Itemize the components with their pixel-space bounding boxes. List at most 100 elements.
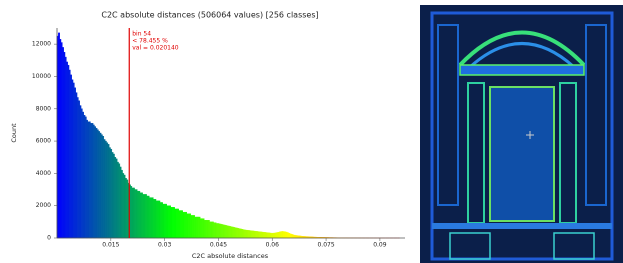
histogram-bar [264,232,265,238]
x-tick-label: 0.075 [317,242,334,249]
histogram-chart: C2C absolute distances (506064 values) [… [0,0,415,263]
histogram-bar [287,233,288,238]
histogram-bar [189,214,190,238]
histogram-bar [185,212,186,238]
histogram-bar [113,154,114,238]
histogram-bar [102,136,103,238]
histogram-bar [238,228,239,238]
histogram-bar [96,128,97,238]
histogram-bar [60,39,61,238]
x-tick-label: 0.09 [373,242,387,249]
histogram-bar [133,188,134,238]
histogram-bar [62,47,63,238]
histogram-bar [224,225,225,238]
histogram-bar [145,194,146,238]
histogram-bar [164,204,165,238]
histogram-bar [172,207,173,238]
histogram-bar [104,139,105,238]
histogram-bar [93,125,94,238]
histogram-bar [203,219,204,238]
histogram-bar [256,231,257,238]
histogram-bar [173,207,174,238]
histogram-bar [64,52,65,238]
histogram-bar [263,232,264,238]
histogram-bar [243,230,244,238]
histogram-bar [148,196,149,238]
cornice [460,65,584,75]
histogram-bar [111,149,112,238]
histogram-bar [160,202,161,238]
histogram-bar [195,217,196,238]
histogram-bar [204,220,205,238]
histogram-bar [218,223,219,238]
histogram-bar [159,201,160,238]
histogram-bar [68,65,69,238]
histogram-bar [293,235,294,238]
histogram-bar [107,143,108,238]
histogram-bar [78,101,79,238]
histogram-bar [291,234,292,238]
histogram-bar [214,223,215,238]
histogram-bar [69,70,70,238]
base-ledge [432,223,612,229]
histogram-bar [117,162,118,238]
histogram-bar [152,198,153,238]
histogram-bar [200,219,201,238]
histogram-bar [266,233,267,238]
histogram-bar [284,232,285,238]
histogram-bar [161,202,162,238]
histogram-bar [147,196,148,238]
y-axis-label: Count [10,123,18,143]
histogram-bar [121,170,122,238]
histogram-bar [86,120,87,238]
histogram-bar [119,164,120,238]
histogram-bar [280,232,281,238]
histogram-bar [242,229,243,238]
histogram-bar [73,83,74,238]
histogram-bar [193,215,194,238]
histogram-bar [136,190,137,238]
histogram-bar [223,225,224,238]
histogram-bar [258,232,259,238]
histogram-bar [207,220,208,238]
histogram-bar [230,226,231,238]
histogram-bar [157,201,158,238]
histogram-bar [270,233,271,238]
histogram-bar [286,232,287,238]
histogram-bar [109,148,110,238]
histogram-bar [210,222,211,238]
histogram-bar [276,233,277,238]
histogram-bar [58,33,59,238]
histogram-bar [188,214,189,238]
histogram-bar [274,233,275,238]
histogram-bar [89,122,90,238]
x-axis-label: C2C absolute distances [192,252,269,260]
histogram-bar [165,204,166,238]
histogram-bar [199,217,200,238]
histogram-bar [180,211,181,238]
histogram-bar [247,230,248,238]
histogram-bar [208,220,209,238]
histogram-bar [163,204,164,238]
histogram-bar [215,223,216,238]
histogram-bar [202,219,203,238]
histogram-bar [227,226,228,238]
histogram-bar [65,57,66,238]
histogram-bar [184,212,185,238]
histogram-bar [282,231,283,238]
histogram-bar [169,206,170,238]
marker-label: val = 0.020140 [132,45,179,52]
histogram-bar [149,198,150,238]
histogram-bar [246,230,247,238]
y-tick-label: 0 [47,235,51,242]
y-tick-label: 2000 [36,202,51,209]
histogram-bar [131,186,132,238]
x-tick-label: 0.03 [158,242,172,249]
histogram-bar [139,191,140,238]
chart-title: C2C absolute distances (506064 values) [… [101,11,318,20]
histogram-bar [179,211,180,238]
histogram-bar [143,194,144,238]
histogram-bar [198,217,199,238]
histogram-bar [294,235,295,238]
histogram-bar [123,173,124,238]
